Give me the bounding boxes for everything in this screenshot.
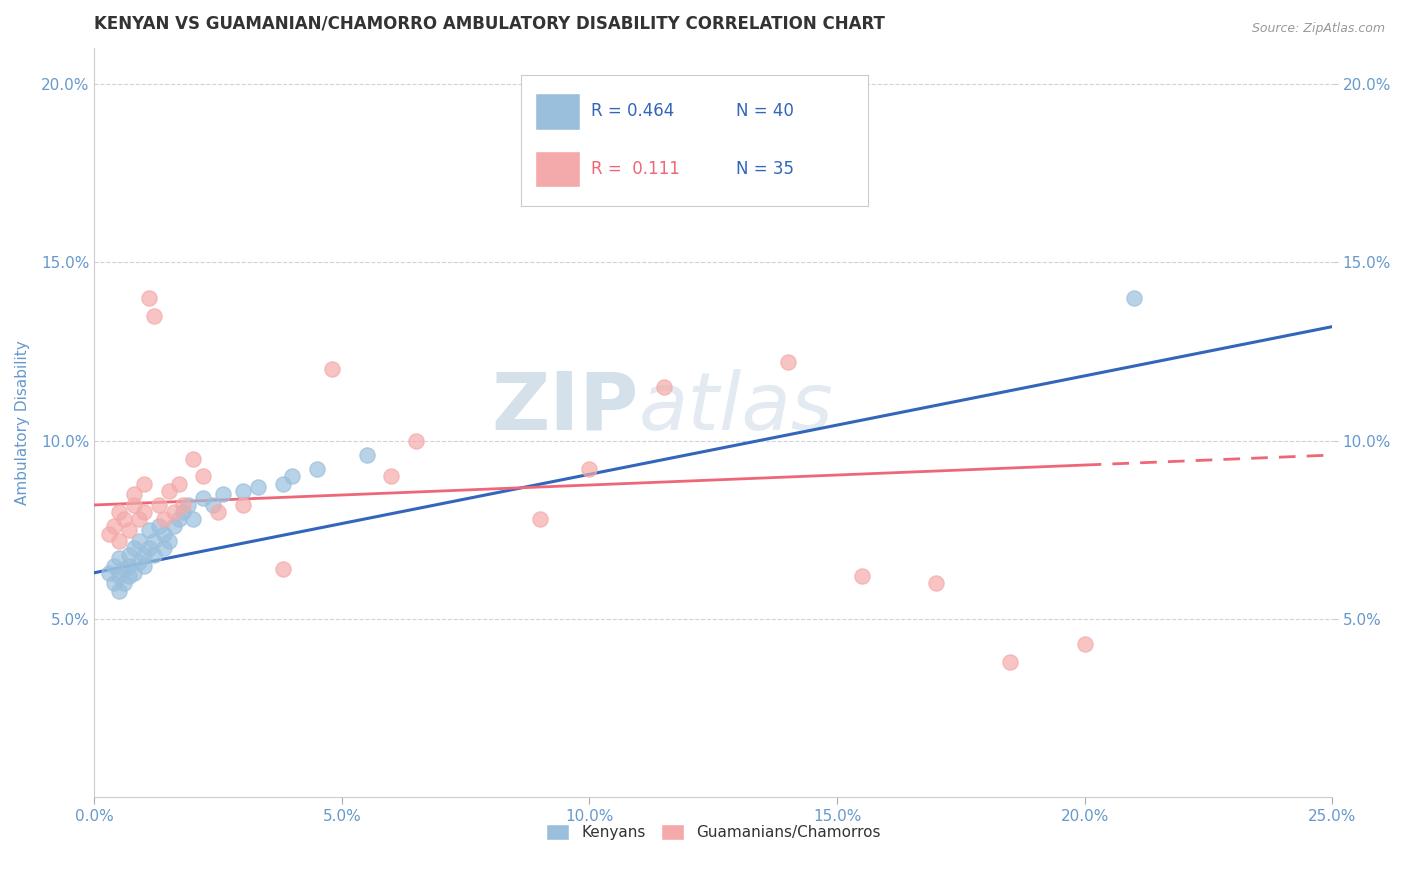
Point [138,291,160,305]
Point [1000,655,1022,669]
Point [157,483,180,498]
Point [1123,291,1146,305]
Point [118,558,141,573]
Point [167,476,190,491]
Point [138,523,160,537]
Point [122,541,145,555]
Point [132,476,155,491]
Point [152,526,174,541]
Point [112,512,135,526]
Point [652,380,675,394]
Point [321,362,343,376]
Point [232,483,254,498]
Point [103,519,125,533]
Point [142,548,165,562]
Point [118,523,141,537]
Point [112,562,135,576]
Point [128,512,150,526]
Point [128,533,150,548]
Point [148,498,170,512]
Point [132,558,155,573]
Point [138,541,160,555]
Point [207,505,229,519]
Point [108,505,131,519]
Text: ZIP: ZIP [492,369,638,447]
Point [578,462,600,476]
Point [122,566,145,580]
Point [132,505,155,519]
Point [132,548,155,562]
Point [281,469,304,483]
Point [148,519,170,533]
Point [108,569,131,583]
Point [118,548,141,562]
Text: Source: ZipAtlas.com: Source: ZipAtlas.com [1251,22,1385,36]
Point [405,434,427,448]
Point [108,533,131,548]
Point [356,448,378,462]
Point [162,519,184,533]
Point [202,498,225,512]
Point [98,566,121,580]
Point [167,512,190,526]
Point [232,498,254,512]
Point [142,533,165,548]
Point [851,569,873,583]
Point [776,355,799,369]
Point [103,576,125,591]
Point [142,309,165,323]
Y-axis label: Ambulatory Disability: Ambulatory Disability [15,341,30,506]
Point [271,562,294,576]
Point [925,576,948,591]
Point [152,512,174,526]
Point [529,512,551,526]
Point [183,451,205,466]
Point [271,476,294,491]
Point [177,498,200,512]
Point [112,576,135,591]
Point [122,498,145,512]
Point [172,505,194,519]
Point [108,583,131,598]
Legend: Kenyans, Guamanians/Chamorros: Kenyans, Guamanians/Chamorros [540,818,887,846]
Point [122,487,145,501]
Text: KENYAN VS GUAMANIAN/CHAMORRO AMBULATORY DISABILITY CORRELATION CHART: KENYAN VS GUAMANIAN/CHAMORRO AMBULATORY … [94,15,886,33]
Point [103,558,125,573]
Point [118,569,141,583]
Point [172,498,194,512]
Point [193,491,215,505]
Point [108,551,131,566]
Point [193,469,215,483]
Point [307,462,329,476]
Point [380,469,402,483]
Point [128,555,150,569]
Point [1073,637,1095,651]
Text: atlas: atlas [638,369,834,447]
Point [98,526,121,541]
Point [162,505,184,519]
Point [152,541,174,555]
Point [157,533,180,548]
Point [246,480,269,494]
Point [183,512,205,526]
Point [212,487,235,501]
